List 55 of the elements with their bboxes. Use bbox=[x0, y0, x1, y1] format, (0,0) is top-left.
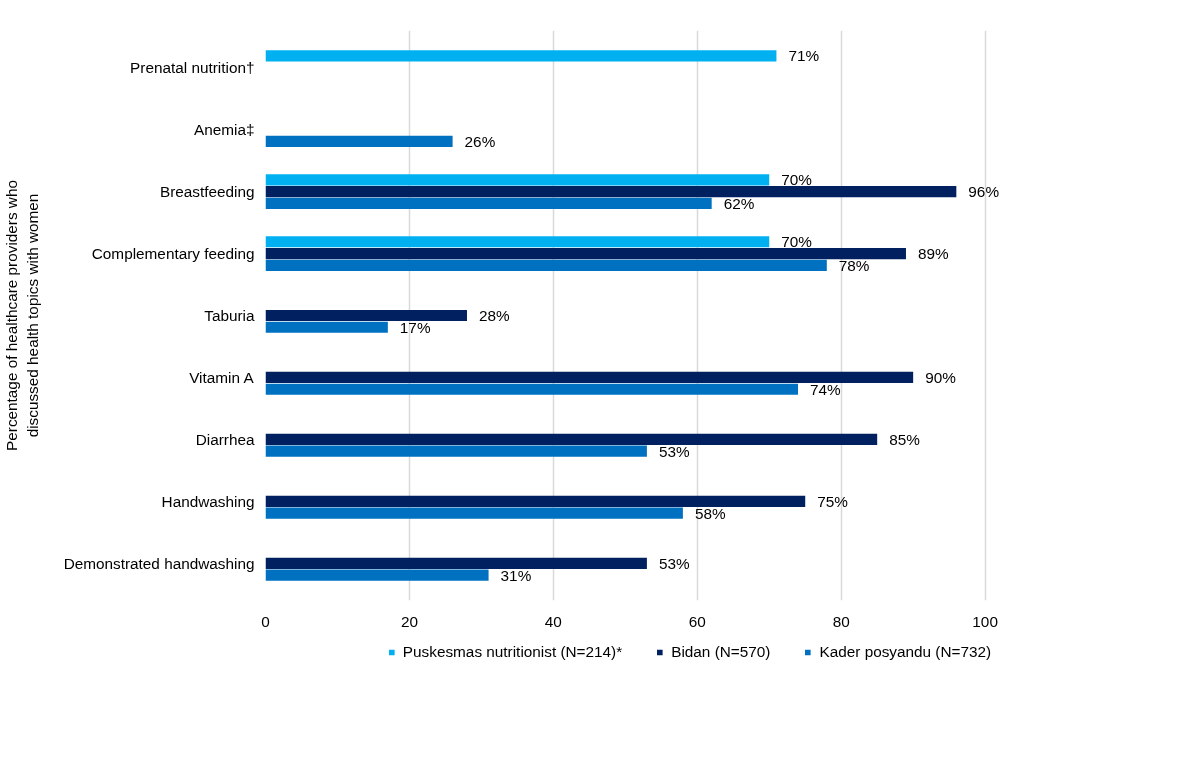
data-label: 26% bbox=[464, 132, 496, 150]
data-label: 53% bbox=[658, 442, 690, 460]
bar bbox=[265, 186, 957, 198]
bar bbox=[265, 309, 467, 322]
data-label: 90% bbox=[925, 368, 957, 386]
data-label: 28% bbox=[479, 307, 511, 324]
data-label: 58% bbox=[694, 504, 726, 522]
y-tick-label: Anemia‡ bbox=[194, 121, 255, 139]
y-axis-title: Percentage of healthcare providers who discussed health topics with women bbox=[3, 180, 41, 451]
legend-label: Puskesmas nutritionist (N=214)* bbox=[402, 642, 623, 661]
y-tick-label: Demonstrated handwashing bbox=[63, 554, 255, 572]
bar bbox=[265, 197, 712, 209]
bar bbox=[265, 507, 683, 519]
y-tick-label: Diarrhea bbox=[195, 430, 255, 448]
x-tick-label: 20 bbox=[400, 612, 418, 630]
data-label: 70% bbox=[781, 233, 813, 251]
data-label: 85% bbox=[889, 430, 921, 448]
bar bbox=[265, 236, 770, 248]
bar bbox=[265, 383, 799, 395]
bar bbox=[265, 371, 914, 384]
data-label: 78% bbox=[838, 256, 870, 274]
y-tick-label: Breastfeeding bbox=[159, 183, 255, 201]
data-label: 62% bbox=[723, 194, 755, 212]
bar bbox=[265, 50, 777, 62]
y-tick-label: Prenatal nutrition† bbox=[130, 59, 255, 77]
bar bbox=[265, 495, 806, 507]
bar bbox=[265, 135, 453, 147]
x-tick-label: 40 bbox=[544, 612, 562, 630]
data-label: 71% bbox=[788, 47, 820, 65]
data-label: 96% bbox=[968, 183, 1000, 201]
y-tick-label: Taburia bbox=[204, 307, 255, 324]
bar bbox=[265, 174, 770, 186]
data-label: 74% bbox=[810, 380, 842, 398]
data-label: 53% bbox=[658, 554, 690, 572]
bar bbox=[265, 569, 489, 581]
y-tick-label: Complementary feeding bbox=[91, 245, 255, 263]
x-tick-label: 80 bbox=[832, 612, 850, 630]
legend-label: Kader posyandu (N=732) bbox=[819, 642, 992, 661]
bar bbox=[265, 247, 906, 260]
x-tick-label: 60 bbox=[688, 612, 706, 630]
y-tick-label: Vitamin A bbox=[189, 368, 255, 386]
bar bbox=[265, 321, 388, 333]
data-label: 70% bbox=[781, 171, 813, 189]
bar bbox=[265, 259, 827, 271]
data-label: 89% bbox=[917, 245, 950, 263]
data-label: 31% bbox=[500, 566, 532, 584]
data-label: 17% bbox=[399, 318, 431, 336]
data-label: 75% bbox=[817, 492, 849, 510]
bar bbox=[265, 445, 647, 457]
bar bbox=[265, 557, 647, 569]
bar bbox=[265, 433, 878, 445]
x-tick-label: 0 bbox=[261, 612, 270, 630]
x-tick-label: 100 bbox=[972, 612, 998, 630]
legend-label: Bidan (N=570) bbox=[671, 642, 771, 661]
y-tick-label: Handwashing bbox=[161, 492, 255, 510]
